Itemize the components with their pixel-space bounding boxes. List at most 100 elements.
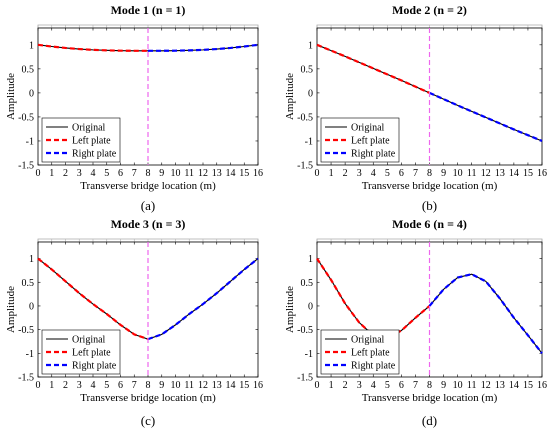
y-tick-label: 0 <box>308 301 313 312</box>
legend-entry-label: Right plate <box>72 149 117 160</box>
x-axis-label: Transverse bridge location (m) <box>362 392 498 404</box>
x-tick-label: 7 <box>413 168 418 179</box>
x-tick-label: 0 <box>315 380 320 391</box>
x-tick-label: 9 <box>159 168 164 179</box>
chart-title: Mode 1 (n = 1) <box>111 3 186 17</box>
y-tick-label: -0.5 <box>18 112 34 123</box>
x-tick-label: 16 <box>253 168 263 179</box>
x-tick-label: 8 <box>427 168 432 179</box>
x-tick-label: 5 <box>385 380 390 391</box>
x-tick-label: 8 <box>427 380 432 391</box>
x-tick-label: 1 <box>49 380 54 391</box>
x-axis-label: Transverse bridge location (m) <box>80 392 216 404</box>
x-axis-label: Transverse bridge location (m) <box>362 180 498 192</box>
x-tick-label: 7 <box>413 380 418 391</box>
x-tick-label: 13 <box>212 168 222 179</box>
legend-entry-label: Right plate <box>351 361 396 372</box>
y-tick-label: -1 <box>305 349 313 360</box>
x-tick-label: 5 <box>104 380 109 391</box>
x-tick-label: 8 <box>146 168 151 179</box>
legend-entry-label: Left plate <box>351 348 390 359</box>
x-tick-label: 12 <box>198 168 208 179</box>
y-tick-label: 0 <box>29 301 34 312</box>
y-tick-label: 1 <box>29 40 34 51</box>
x-tick-label: 0 <box>36 380 41 391</box>
x-tick-label: 6 <box>118 380 123 391</box>
y-tick-label: -1 <box>26 349 34 360</box>
legend-entry-label: Original <box>351 123 385 134</box>
legend: Original Left plate Right plate <box>320 329 400 375</box>
series-line-right-plate <box>147 43 259 52</box>
x-tick-label: 9 <box>441 380 446 391</box>
x-tick-label: 2 <box>63 380 68 391</box>
x-tick-label: 3 <box>77 380 82 391</box>
legend-entry-label: Original <box>72 123 106 134</box>
x-axis-label: Transverse bridge location (m) <box>80 180 216 192</box>
x-tick-label: 13 <box>212 380 222 391</box>
x-tick-label: 16 <box>537 168 547 179</box>
panel-caption: (b) <box>422 198 437 213</box>
y-tick-label: -1.5 <box>18 161 34 172</box>
x-tick-label: 13 <box>495 168 505 179</box>
x-tick-label: 3 <box>357 168 362 179</box>
x-tick-label: 2 <box>343 168 348 179</box>
x-tick-label: 4 <box>91 380 96 391</box>
x-tick-label: 14 <box>509 168 519 179</box>
y-axis-label: Amplitude <box>5 286 17 333</box>
legend: Original Left plate Right plate <box>41 329 121 375</box>
y-tick-label: 0 <box>29 88 34 99</box>
panel-caption: (a) <box>141 198 155 213</box>
series-line-left-plate <box>316 257 431 339</box>
x-tick-label: 16 <box>253 380 263 391</box>
chart-title: Mode 2 (n = 2) <box>392 3 467 17</box>
series-line-right-plate <box>429 91 543 142</box>
legend-entry-label: Right plate <box>351 149 396 160</box>
x-tick-label: 1 <box>49 168 54 179</box>
legend-entry-label: Original <box>351 335 385 346</box>
x-tick-label: 2 <box>343 380 348 391</box>
x-tick-label: 11 <box>184 168 194 179</box>
x-tick-label: 7 <box>132 168 137 179</box>
x-tick-label: 10 <box>171 168 181 179</box>
x-tick-label: 6 <box>399 380 404 391</box>
x-tick-label: 11 <box>184 380 194 391</box>
x-tick-label: 14 <box>226 380 236 391</box>
x-tick-label: 16 <box>537 380 547 391</box>
y-tick-label: -1.5 <box>297 161 313 172</box>
bridge-deck-schematic <box>37 238 259 243</box>
x-tick-label: 10 <box>453 168 463 179</box>
y-axis-label: Amplitude <box>284 73 296 120</box>
panel-caption: (d) <box>422 413 437 428</box>
x-tick-label: 3 <box>77 168 82 179</box>
x-tick-label: 12 <box>198 380 208 391</box>
bridge-deck-schematic <box>316 238 543 243</box>
x-tick-label: 14 <box>226 168 236 179</box>
x-tick-label: 4 <box>371 168 376 179</box>
y-tick-label: -0.5 <box>297 325 313 336</box>
x-tick-label: 10 <box>453 380 463 391</box>
x-tick-label: 6 <box>399 168 404 179</box>
y-tick-label: 0.5 <box>22 278 35 289</box>
x-tick-label: 7 <box>132 380 137 391</box>
y-tick-label: -1.5 <box>18 373 34 384</box>
panel-d: Mode 6 (n = 4)0 1 2 3 4 5 6 7 8 9 10 11 12 13 14 15 1610… <box>284 217 547 428</box>
legend-entry-label: Left plate <box>72 348 111 359</box>
series-line-left-plate <box>316 43 430 94</box>
y-axis-label: Amplitude <box>284 286 296 333</box>
y-tick-label: -1.5 <box>297 373 313 384</box>
x-tick-label: 14 <box>509 380 519 391</box>
x-tick-label: 1 <box>329 168 334 179</box>
y-tick-label: 1 <box>308 254 313 265</box>
legend: Original Left plate Right plate <box>320 117 400 163</box>
series-line-left-plate <box>37 43 149 52</box>
x-tick-label: 8 <box>146 380 151 391</box>
x-tick-label: 11 <box>467 168 477 179</box>
x-tick-label: 5 <box>104 168 109 179</box>
x-tick-label: 2 <box>63 168 68 179</box>
x-tick-label: 3 <box>357 380 362 391</box>
bridge-deck-schematic <box>316 24 543 29</box>
y-tick-label: 0.5 <box>301 278 314 289</box>
bridge-deck-schematic <box>37 24 259 29</box>
y-axis-label: Amplitude <box>5 73 17 120</box>
legend: Original Left plate Right plate <box>41 117 121 163</box>
